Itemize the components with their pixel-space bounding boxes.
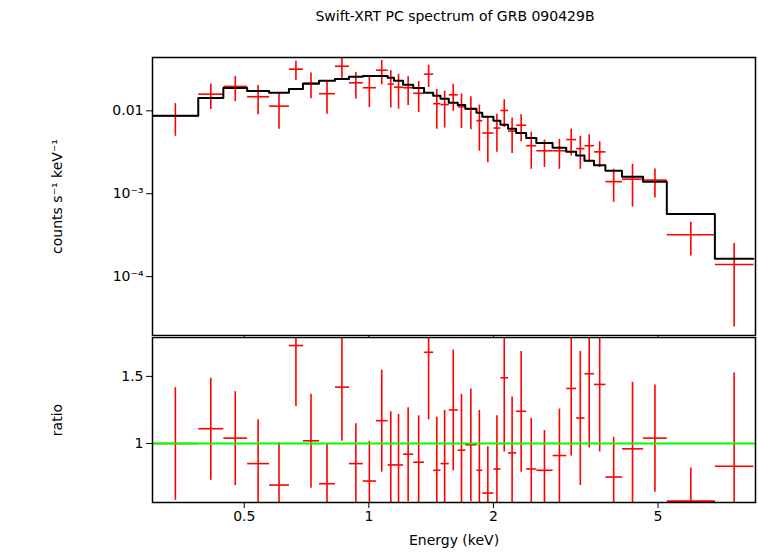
svg-text:Energy (keV): Energy (keV) (409, 532, 499, 548)
svg-text:counts s⁻¹ keV⁻¹: counts s⁻¹ keV⁻¹ (49, 139, 65, 254)
svg-text:1: 1 (135, 435, 144, 451)
svg-text:5: 5 (654, 508, 663, 524)
html-text:Swift-XRT PC spectrum of GRB 0: Swift-XRT PC spectrum of GRB 090429B (315, 8, 595, 24)
svg-text:10⁻³: 10⁻³ (113, 185, 144, 201)
svg-text:1: 1 (364, 508, 373, 524)
svg-text:ratio: ratio (49, 404, 65, 436)
svg-text:1.5: 1.5 (121, 368, 143, 384)
svg-text:0.01: 0.01 (112, 102, 143, 118)
svg-text:0.5: 0.5 (233, 508, 255, 524)
svg-text:10⁻⁴: 10⁻⁴ (113, 268, 144, 284)
svg-text:2: 2 (489, 508, 498, 524)
